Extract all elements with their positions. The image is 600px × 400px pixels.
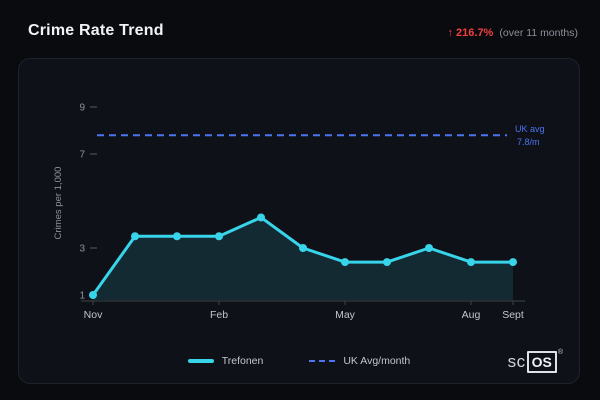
uk-avg-annotation-line1: UK avg: [515, 124, 545, 134]
data-point[interactable]: [89, 291, 97, 299]
y-axis-title: Crimes per 1,000: [53, 167, 64, 240]
data-point[interactable]: [383, 258, 391, 267]
data-point[interactable]: [215, 232, 223, 241]
chart-card: 9 7 3 1 Nov Feb May Aug Sept UK avg 7.8/m Crimes pe…: [18, 58, 580, 384]
legend-item-trefonen[interactable]: Trefonen: [187, 355, 264, 367]
crime-trend-chart: 9 7 3 1 Nov Feb May Aug Sept UK avg 7.8/m Crimes pe…: [53, 103, 545, 322]
legend-label-trefonen: Trefonen: [221, 355, 264, 367]
data-point[interactable]: [173, 232, 181, 241]
data-point[interactable]: [425, 244, 433, 252]
y-tick-label: 3: [79, 244, 85, 255]
x-tick-label: May: [335, 309, 356, 321]
x-tick-label: Feb: [210, 309, 228, 321]
data-point[interactable]: [509, 258, 517, 267]
trend-context: (over 11 months): [499, 27, 578, 39]
uk-avg-dash-swatch-icon: [309, 360, 336, 362]
x-tick-label: Sept: [502, 309, 524, 321]
logo-prefix: sc: [507, 352, 526, 371]
data-point[interactable]: [467, 258, 475, 267]
x-tick-label: Aug: [462, 309, 481, 321]
trefonen-area-fill: [93, 217, 513, 300]
trend-value: 216.7%: [456, 27, 494, 39]
legend-item-uk-avg[interactable]: UK Avg/month: [309, 355, 410, 367]
chart-area: 9 7 3 1 Nov Feb May Aug Sept UK avg 7.8/m Crimes pe…: [27, 75, 567, 333]
page-title: Crime Rate Trend: [28, 22, 164, 39]
x-tick-label: Nov: [84, 309, 103, 321]
data-point[interactable]: [257, 213, 265, 222]
registered-trademark-icon: ®: [557, 349, 563, 356]
y-tick-label: 9: [79, 103, 85, 114]
uk-avg-annotation-line2: 7.8/m: [517, 137, 540, 147]
trend-up-arrow-icon: ↑: [447, 27, 453, 39]
legend-label-uk-avg: UK Avg/month: [343, 355, 411, 367]
logo-boxed-text: OS: [526, 351, 557, 373]
chart-legend: Trefonen UK Avg/month: [19, 355, 579, 367]
data-point[interactable]: [299, 244, 307, 252]
trefonen-line-swatch-icon: [187, 359, 214, 363]
trend-indicator: ↑ 216.7% (over 11 months): [447, 27, 578, 39]
y-tick-label: 1: [79, 291, 85, 302]
data-point[interactable]: [131, 232, 139, 241]
data-point[interactable]: [341, 258, 349, 267]
scos-logo: sc OS ®: [507, 349, 563, 373]
y-tick-label: 7: [79, 150, 85, 161]
